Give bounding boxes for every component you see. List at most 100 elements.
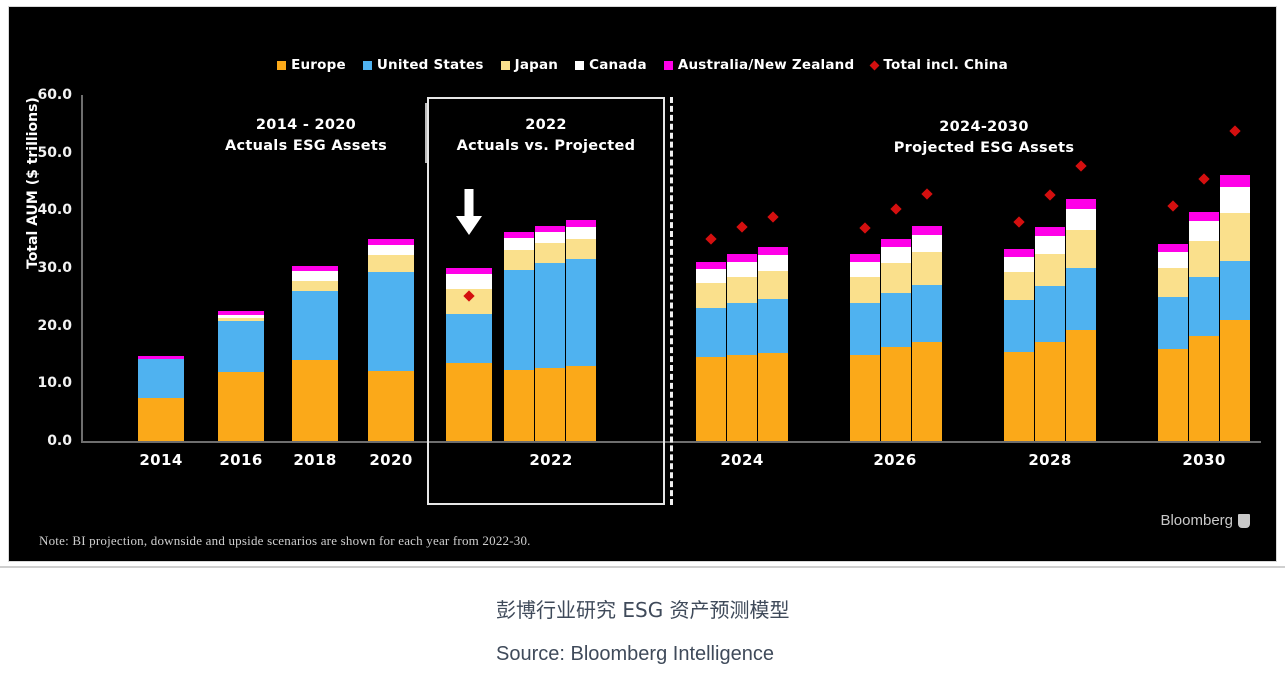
bloomberg-brand: Bloomberg bbox=[1160, 512, 1250, 529]
bar-segment-europe bbox=[1004, 351, 1034, 441]
y-tick-label: 50.0 bbox=[37, 144, 72, 161]
bar-segment-europe bbox=[218, 371, 264, 441]
bar-segment-united-states bbox=[292, 291, 338, 361]
x-tick-label-2024: 2024 bbox=[720, 451, 764, 469]
bar-segment-united-states bbox=[1220, 261, 1250, 320]
bar-2024-downside[interactable] bbox=[696, 261, 726, 441]
bar-segment-europe bbox=[1220, 319, 1250, 441]
bar-segment-europe bbox=[850, 354, 880, 441]
legend-item-japan[interactable]: Japan bbox=[500, 57, 559, 73]
bar-segment-japan bbox=[727, 276, 757, 303]
bar-segment-japan bbox=[1066, 229, 1096, 269]
bar-segment-united-states bbox=[535, 263, 565, 369]
annotation-line-2: Actuals vs. Projected bbox=[456, 138, 636, 155]
bar-segment-europe bbox=[1189, 336, 1219, 441]
bar-segment-canada bbox=[1158, 251, 1188, 269]
bar-2030-downside[interactable] bbox=[1158, 243, 1188, 441]
legend-item-united-states[interactable]: United States bbox=[362, 57, 484, 73]
bar-segment-japan bbox=[566, 238, 596, 259]
bar-segment-canada bbox=[727, 261, 757, 277]
y-tick-label: 40.0 bbox=[37, 202, 72, 219]
bar-segment-japan bbox=[1220, 212, 1250, 262]
x-tick-label-2018: 2018 bbox=[293, 451, 337, 469]
bar-segment-australia-new-zealand bbox=[1189, 211, 1219, 222]
legend-item-total-incl-china[interactable]: Total incl. China bbox=[869, 57, 1008, 73]
bar-segment-canada bbox=[566, 226, 596, 239]
bar-2028-base[interactable] bbox=[1035, 227, 1065, 441]
legend-item-canada[interactable]: Canada bbox=[575, 57, 647, 73]
bar-2030-upside[interactable] bbox=[1220, 174, 1250, 441]
x-tick-label-2026: 2026 bbox=[873, 451, 917, 469]
bar-2028-upside[interactable] bbox=[1066, 198, 1096, 441]
bar-segment-japan bbox=[1004, 272, 1034, 300]
bar-2022-downside[interactable] bbox=[504, 232, 534, 441]
y-tick-label: 20.0 bbox=[37, 317, 72, 334]
bar-2030-base[interactable] bbox=[1189, 211, 1219, 441]
bar-segment-australia-new-zealand bbox=[1158, 243, 1188, 252]
legend-swatch-icon bbox=[362, 60, 372, 70]
bar-segment-united-states bbox=[1035, 286, 1065, 343]
bar-segment-europe bbox=[292, 360, 338, 441]
bar-segment-europe bbox=[504, 370, 534, 441]
bar-segment-japan bbox=[504, 249, 534, 270]
bar-segment-united-states bbox=[758, 298, 788, 353]
legend-item-australia-new-zealand[interactable]: Australia/New Zealand bbox=[663, 57, 855, 73]
x-tick-label-2030: 2030 bbox=[1182, 451, 1226, 469]
bar-2024-upside[interactable] bbox=[758, 247, 788, 441]
bar-segment-europe bbox=[727, 354, 757, 441]
legend-label: Total incl. China bbox=[883, 57, 1008, 73]
bar-2026-upside[interactable] bbox=[912, 225, 942, 441]
x-tick-label-2014: 2014 bbox=[139, 451, 183, 469]
bar-segment-europe bbox=[912, 341, 942, 441]
bar-2014-actual[interactable] bbox=[138, 356, 184, 441]
bar-segment-australia-new-zealand bbox=[1035, 227, 1065, 236]
bar-2028-downside[interactable] bbox=[1004, 249, 1034, 441]
bar-segment-canada bbox=[218, 315, 264, 319]
bar-segment-australia-new-zealand bbox=[758, 247, 788, 256]
china-total-marker-2026-downside bbox=[859, 222, 871, 234]
bar-segment-australia-new-zealand bbox=[218, 311, 264, 316]
bar-segment-europe bbox=[1035, 342, 1065, 441]
china-total-marker-2024-base bbox=[736, 220, 748, 233]
source-caption: 彭博行业研究 ESG 资产预测模型 Source: Bloomberg Inte… bbox=[490, 578, 875, 678]
bar-segment-japan bbox=[850, 276, 880, 304]
bar-segment-united-states bbox=[881, 293, 911, 348]
bar-segment-japan bbox=[218, 318, 264, 322]
bar-segment-united-states bbox=[1189, 277, 1219, 337]
bar-segment-australia-new-zealand bbox=[368, 239, 414, 245]
bar-segment-canada bbox=[504, 238, 534, 250]
bar-segment-canada bbox=[292, 270, 338, 281]
legend-item-europe[interactable]: Europe bbox=[277, 57, 346, 73]
china-total-marker-2024-downside bbox=[705, 233, 717, 245]
bar-2016-actual[interactable] bbox=[218, 311, 264, 441]
bar-2020-actual[interactable] bbox=[368, 239, 414, 441]
bar-2024-base[interactable] bbox=[727, 254, 757, 441]
bar-segment-japan bbox=[1158, 268, 1188, 297]
brand-label: Bloomberg bbox=[1160, 512, 1233, 529]
bar-2026-base[interactable] bbox=[881, 238, 911, 441]
x-tick-label-2016: 2016 bbox=[219, 451, 263, 469]
china-total-marker-2030-upside bbox=[1229, 125, 1241, 138]
annotation-line-2: Projected ESG Assets bbox=[893, 140, 1075, 157]
bar-segment-australia-new-zealand bbox=[850, 254, 880, 262]
legend-label: United States bbox=[376, 57, 484, 73]
bar-segment-australia-new-zealand bbox=[696, 261, 726, 269]
x-tick-label-2022: 2022 bbox=[529, 451, 573, 469]
bar-2022-base[interactable] bbox=[535, 225, 565, 441]
bar-segment-united-states bbox=[850, 303, 880, 355]
bar-2026-downside[interactable] bbox=[850, 254, 880, 441]
bar-2018-actual[interactable] bbox=[292, 266, 338, 441]
bar-2022-actual[interactable] bbox=[446, 268, 492, 441]
bar-segment-europe bbox=[566, 366, 596, 441]
x-tick-label-2028: 2028 bbox=[1028, 451, 1072, 469]
bar-segment-europe bbox=[368, 370, 414, 441]
bar-2022-upside[interactable] bbox=[566, 220, 596, 441]
bar-segment-united-states bbox=[138, 358, 184, 398]
annotation-actuals-vs-projected: 2022 Actuals vs. Projected bbox=[386, 115, 706, 157]
bar-segment-united-states bbox=[912, 284, 942, 342]
bar-segment-canada bbox=[1035, 235, 1065, 254]
bar-segment-europe bbox=[758, 352, 788, 441]
bar-segment-united-states bbox=[504, 269, 534, 371]
annotation-actuals: 2014 - 2020 Actuals ESG Assets bbox=[146, 115, 466, 157]
